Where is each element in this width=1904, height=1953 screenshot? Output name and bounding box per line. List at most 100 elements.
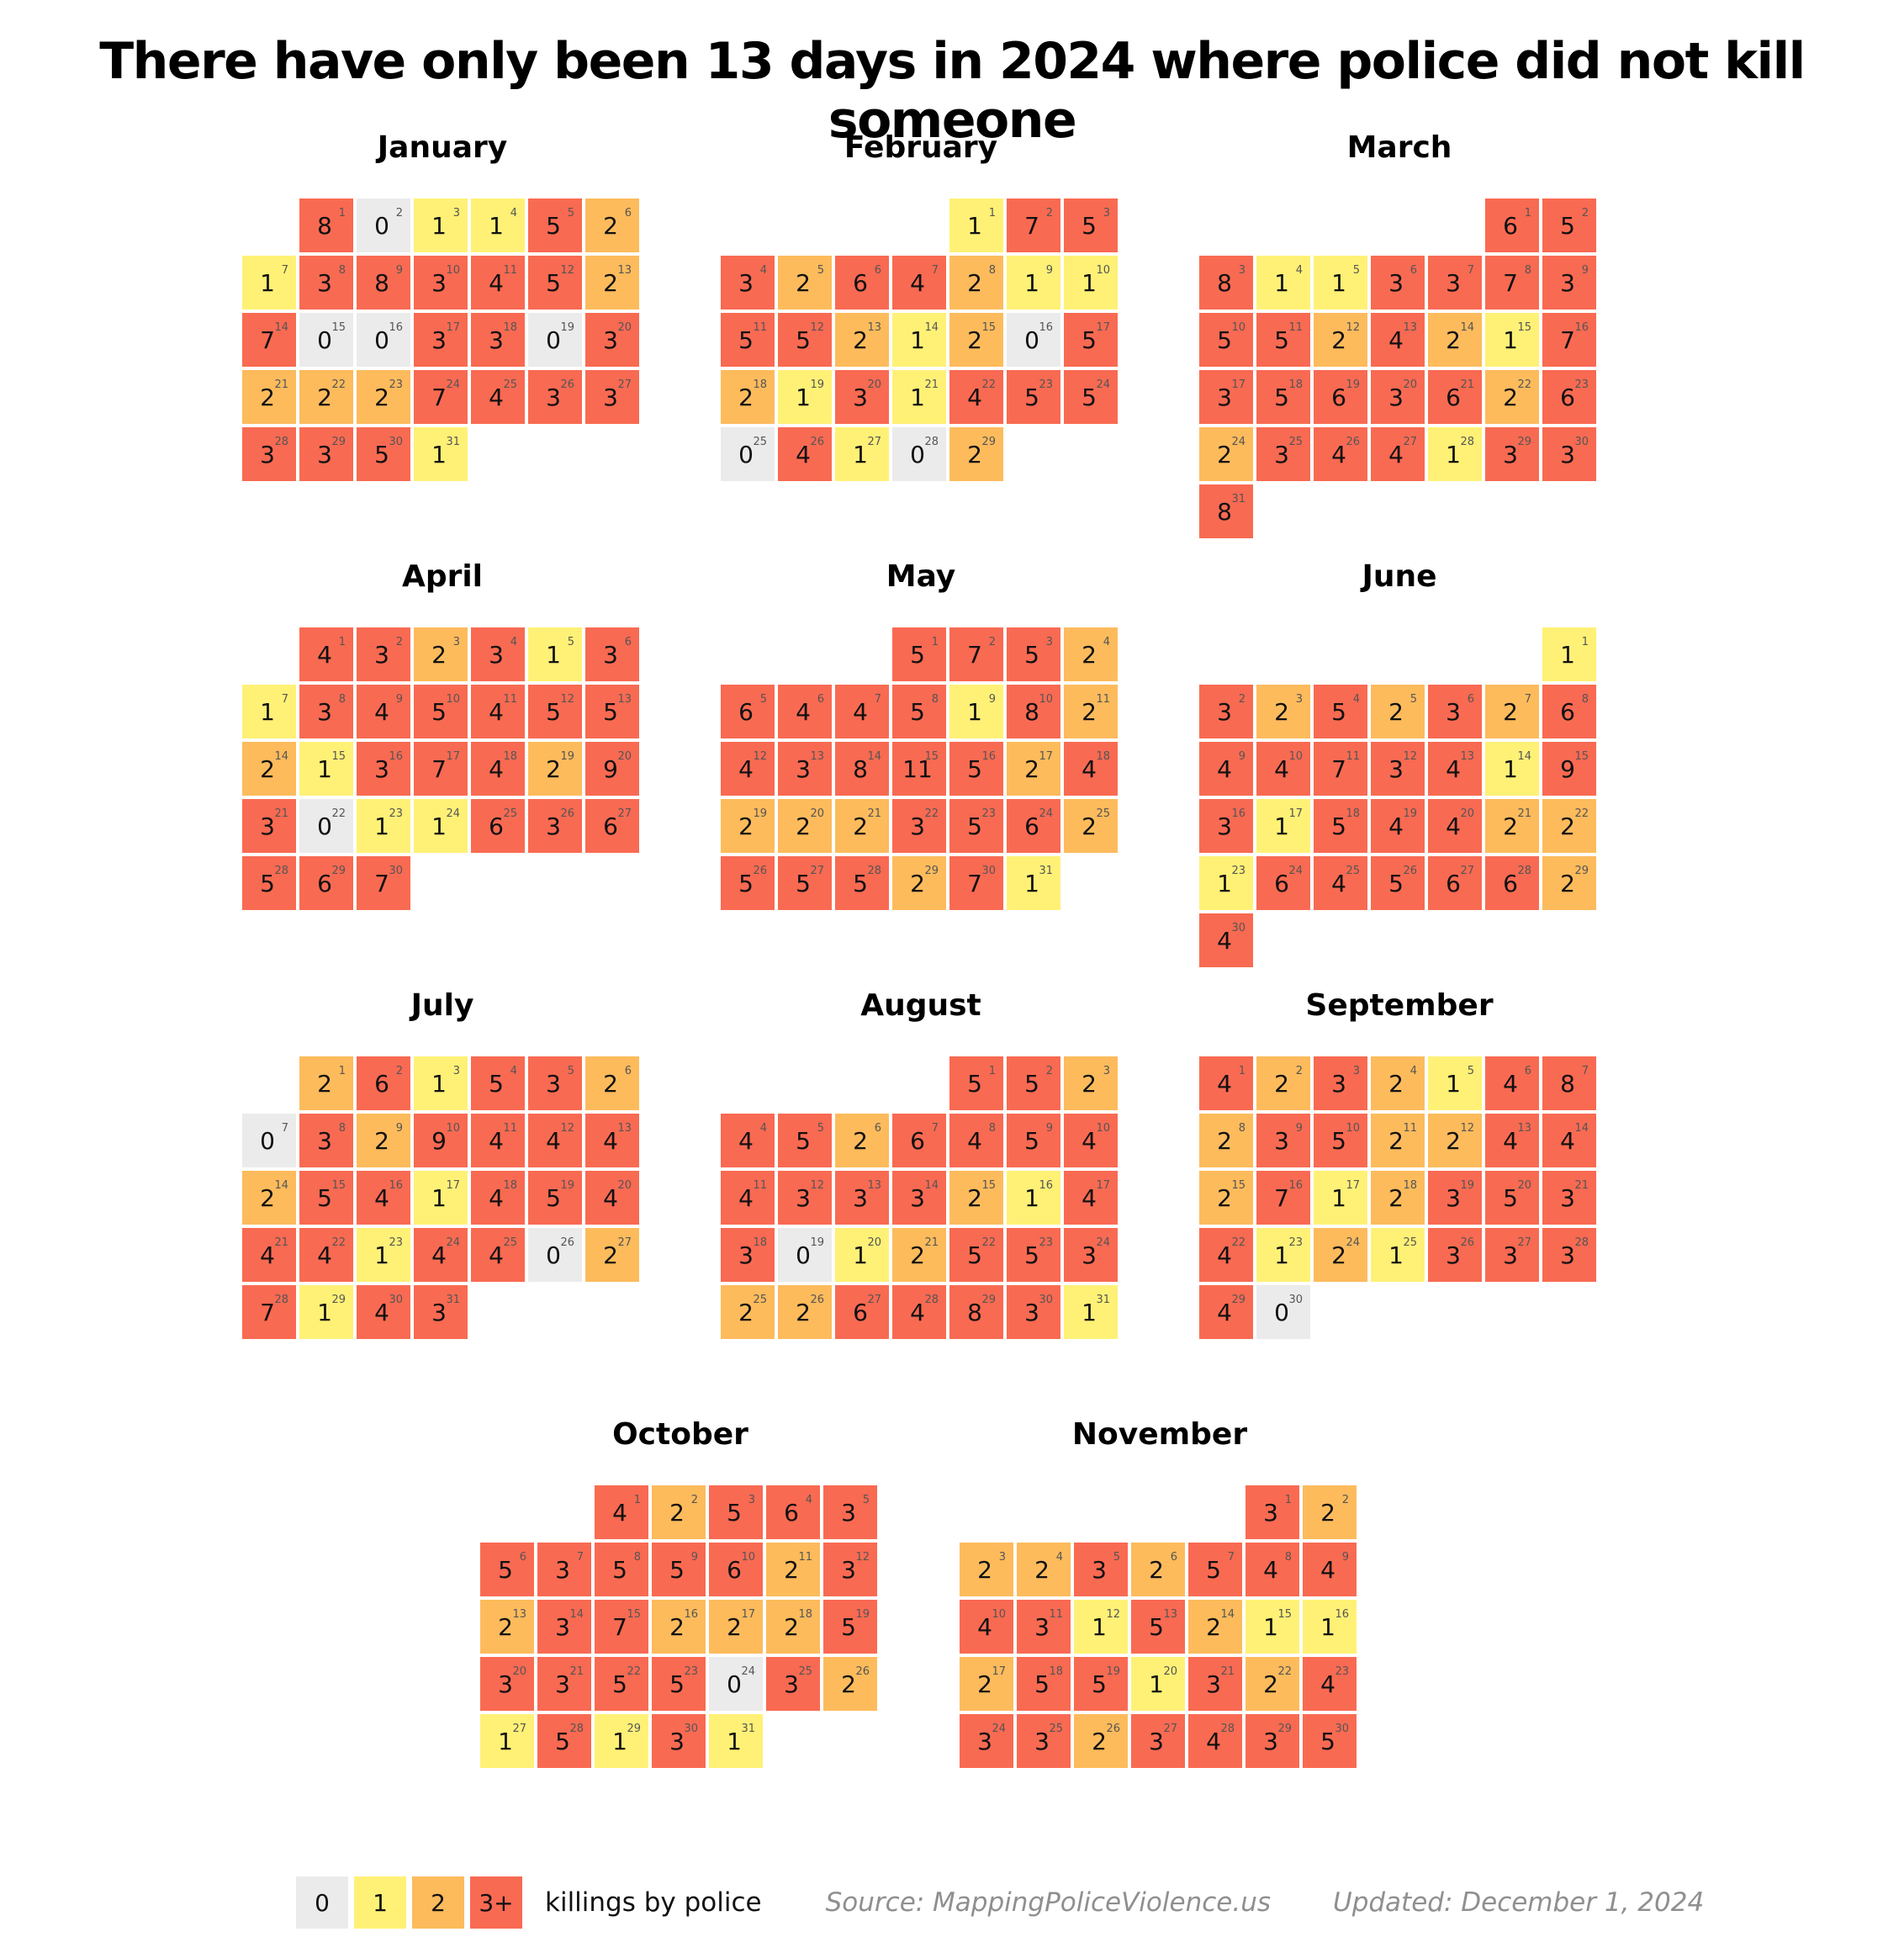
day-cell: 3 11	[1017, 1600, 1071, 1654]
day-count: 2	[910, 870, 925, 897]
day-count: 3	[796, 1184, 811, 1212]
day-count: 3	[1446, 269, 1461, 297]
day-cell: 2 24	[1199, 427, 1253, 481]
day-cell-fill	[1542, 856, 1596, 910]
day-count: 1	[546, 641, 561, 669]
day-number: 30	[1231, 922, 1246, 934]
day-cell-fill	[1428, 1056, 1482, 1110]
month-title: February	[844, 130, 997, 165]
day-cell: 6 29	[299, 856, 353, 910]
day-cell: 5 10	[414, 685, 468, 738]
day-count: 2	[498, 1613, 513, 1641]
day-cell-fill	[1007, 1171, 1060, 1225]
day-number: 22	[627, 1665, 641, 1678]
day-cell-fill	[892, 799, 946, 853]
day-cell: 4 18	[471, 1171, 525, 1225]
day-cell-fill	[766, 1485, 820, 1539]
day-cell: 4 17	[1064, 1171, 1118, 1225]
day-number: 10	[741, 1551, 755, 1564]
day-cell: 2 14	[242, 742, 296, 796]
day-cell-fill	[652, 1657, 706, 1711]
day-cell-fill	[778, 427, 832, 481]
day-cell-fill	[949, 256, 1003, 310]
month-title: August	[860, 988, 981, 1023]
day-number: 23	[684, 1665, 698, 1678]
day-cell: 5 22	[595, 1657, 648, 1711]
day-number: 29	[331, 436, 346, 448]
day-count: 8	[1217, 269, 1232, 297]
day-cell-fill	[1542, 198, 1596, 252]
day-count: 3	[910, 812, 925, 840]
day-number: 19	[1460, 1179, 1474, 1192]
day-count: 4	[1388, 326, 1404, 354]
day-cell: 1 29	[595, 1714, 648, 1768]
day-count: 1	[498, 1728, 513, 1755]
day-cell-fill	[1064, 1056, 1118, 1110]
day-cell-fill	[471, 198, 525, 252]
day-number: 5	[760, 693, 767, 706]
day-cell: 2 11	[1371, 1114, 1425, 1167]
day-count: 1	[317, 1299, 332, 1326]
day-cell: 5 12	[528, 685, 582, 738]
day-count: 4	[374, 1184, 389, 1212]
day-cell: 5 28	[835, 856, 889, 910]
day-cell: 2 21	[835, 799, 889, 853]
day-cell-fill	[528, 1171, 582, 1225]
day-number: 10	[1288, 750, 1303, 763]
day-count: 2	[1560, 812, 1575, 840]
day-number: 23	[389, 1236, 403, 1249]
day-number: 8	[339, 264, 346, 277]
day-number: 10	[446, 693, 460, 706]
day-number: 21	[274, 378, 288, 391]
day-count: 6	[784, 1499, 799, 1527]
day-cell-fill	[1371, 742, 1425, 796]
day-cell: 3 17	[414, 313, 468, 367]
day-cell-fill	[1074, 1543, 1128, 1596]
day-number: 10	[1039, 693, 1053, 706]
day-count: 0	[260, 1127, 275, 1155]
day-count: 2	[669, 1613, 685, 1641]
day-number: 9	[691, 1551, 698, 1564]
day-cell: 4 11	[471, 256, 525, 310]
day-count: 5	[1082, 326, 1097, 354]
day-cell-fill	[721, 1285, 775, 1339]
day-cell-fill	[1542, 799, 1596, 853]
day-count: 2	[374, 1127, 389, 1155]
day-number: 9	[1582, 264, 1589, 277]
day-number: 20	[617, 321, 632, 334]
day-cell-fill	[537, 1543, 591, 1596]
day-cell: 4 30	[1199, 913, 1253, 967]
day-cell: 2 25	[1064, 799, 1118, 853]
day-cell-fill	[778, 313, 832, 367]
day-cell: 3 12	[823, 1543, 877, 1596]
day-cell: 1 17	[414, 1171, 468, 1225]
day-cell: 2 15	[949, 1171, 1003, 1225]
day-cell-fill	[414, 256, 468, 310]
day-count: 0	[1024, 326, 1039, 354]
day-number: 11	[503, 1122, 517, 1135]
day-number: 8	[989, 264, 996, 277]
day-cell: 3 16	[357, 742, 410, 796]
day-count: 0	[317, 812, 332, 840]
day-count: 1	[489, 212, 504, 240]
day-cell-fill	[949, 1285, 1003, 1339]
day-count: 2	[784, 1556, 799, 1584]
day-cell-fill	[1542, 313, 1596, 367]
day-cell-fill	[892, 313, 946, 367]
day-number: 13	[810, 750, 824, 763]
day-cell-fill	[357, 256, 410, 310]
day-cell-fill	[242, 1228, 296, 1282]
day-cell: 2 14	[242, 1171, 296, 1225]
